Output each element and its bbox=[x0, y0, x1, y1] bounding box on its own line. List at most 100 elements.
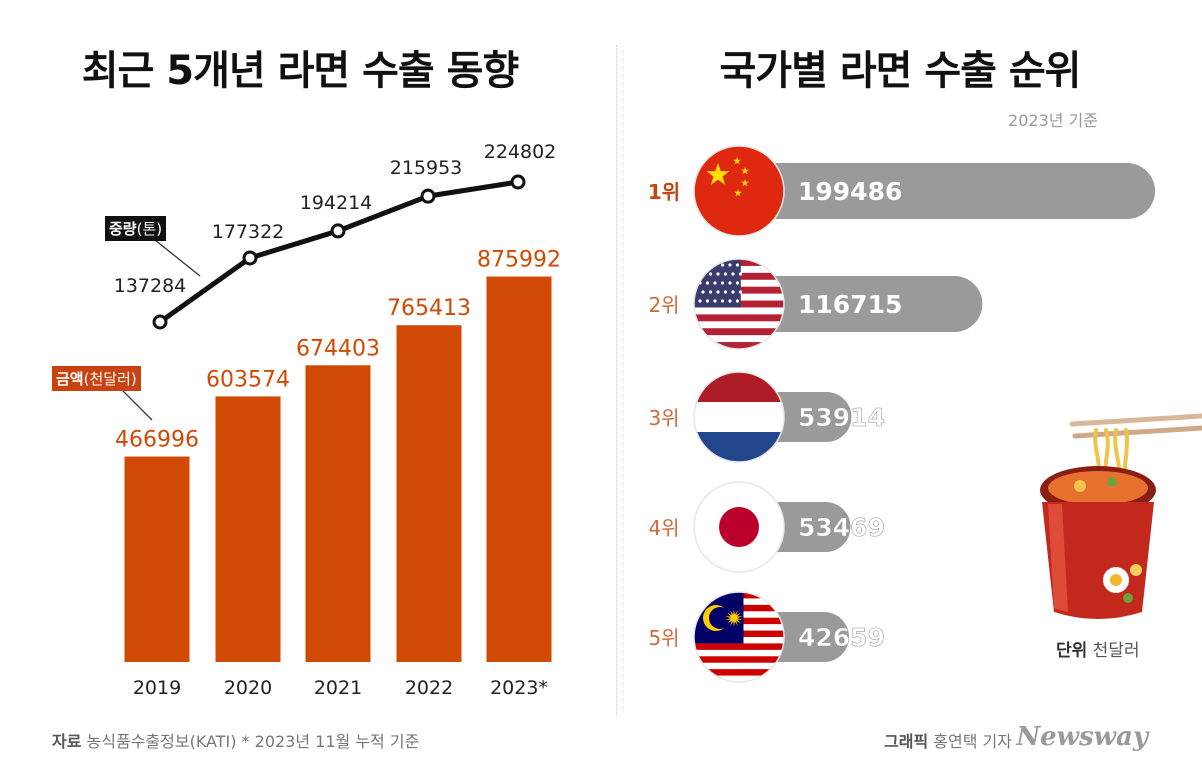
graphic-credit: 그래픽 홍연택 기자 bbox=[884, 732, 1012, 751]
flag-outline bbox=[693, 481, 785, 573]
amount-bar bbox=[396, 325, 462, 662]
china-flag-icon bbox=[694, 146, 784, 236]
flag-stripe bbox=[694, 402, 784, 432]
flag-stripe bbox=[694, 314, 784, 322]
weight-point bbox=[420, 188, 436, 204]
ranking-pill bbox=[739, 276, 983, 332]
right-chart-title: 국가별 라면 수출 순위 bbox=[719, 48, 1082, 94]
flag-star bbox=[731, 272, 735, 276]
rank-label: 5위 bbox=[648, 626, 679, 650]
flag-star bbox=[725, 609, 743, 627]
amount-value-label: 875992 bbox=[477, 248, 561, 273]
unit-note: 단위 천달러 bbox=[1056, 641, 1140, 661]
usa-flag-icon bbox=[694, 259, 784, 349]
panel-divider bbox=[616, 45, 617, 715]
flag-star bbox=[705, 299, 710, 303]
flag-outline bbox=[693, 145, 785, 237]
flag-layer bbox=[693, 145, 785, 683]
flag-stripe bbox=[694, 662, 784, 670]
line-series-layer: 137284 177322 194214 215953 224802 bbox=[114, 141, 557, 421]
ranking-value-label: 42659 bbox=[798, 623, 885, 652]
weight-value-label: 215953 bbox=[390, 157, 463, 179]
rank-label: 4위 bbox=[648, 516, 679, 540]
flag-stripe bbox=[694, 675, 784, 682]
weight-point bbox=[152, 314, 168, 330]
rank-label: 1위 bbox=[648, 180, 680, 204]
flag-star bbox=[735, 281, 740, 285]
amount-bar bbox=[305, 365, 371, 662]
weight-point bbox=[510, 174, 526, 190]
flag-star bbox=[741, 167, 749, 175]
rank-label: 2위 bbox=[648, 293, 679, 317]
year-tick-label: 2022 bbox=[405, 677, 453, 699]
japan-flag-icon bbox=[694, 482, 784, 572]
flag-stripe bbox=[694, 643, 784, 651]
flag-star bbox=[720, 299, 725, 303]
ranking-value-label: 116715 bbox=[798, 290, 902, 319]
flag-outline bbox=[693, 591, 785, 683]
flag-star bbox=[738, 272, 743, 276]
flag-star bbox=[698, 299, 702, 303]
flag-star bbox=[735, 299, 740, 303]
weight-point bbox=[242, 250, 258, 266]
flag-stripe bbox=[694, 649, 784, 657]
flag-stripe bbox=[694, 656, 784, 664]
flag-star bbox=[716, 272, 720, 276]
flag-star bbox=[708, 272, 713, 276]
ranking-basis-note: 2023년 기준 bbox=[1008, 111, 1098, 130]
weight-legend-label: 중량(톤) bbox=[105, 216, 167, 241]
flag-outline bbox=[693, 258, 785, 350]
amount-bar bbox=[215, 396, 281, 662]
flag-stripe bbox=[694, 669, 784, 677]
flag-star bbox=[708, 290, 713, 294]
weight-point bbox=[330, 223, 346, 239]
flag-star bbox=[731, 290, 735, 294]
flag-star bbox=[738, 290, 743, 294]
flag-star bbox=[723, 290, 728, 294]
flag-star bbox=[733, 157, 741, 165]
source-note: 자료 농식품수출정보(KATI) * 2023년 11월 누적 기준 bbox=[52, 732, 420, 751]
amount-legend-label: 금액(천달러) bbox=[52, 366, 141, 391]
weight-value-label: 224802 bbox=[484, 141, 557, 163]
flag-stripe bbox=[694, 335, 784, 343]
flag-star bbox=[720, 281, 725, 285]
malaysia-flag-icon bbox=[694, 592, 784, 682]
rank-label: 3위 bbox=[648, 406, 679, 430]
flag-crescent-cut bbox=[709, 607, 731, 629]
flag-star bbox=[705, 263, 710, 267]
flag-stripe bbox=[694, 307, 784, 315]
flag-star bbox=[723, 272, 728, 276]
amount-value-label: 765413 bbox=[387, 296, 471, 321]
flag-outline bbox=[693, 371, 785, 463]
ramen-cup-icon bbox=[1040, 413, 1202, 619]
flag-star bbox=[728, 263, 732, 267]
flag-star bbox=[698, 263, 702, 267]
flag-stripe bbox=[694, 372, 784, 402]
flag-star bbox=[705, 281, 710, 285]
flag-star bbox=[713, 299, 717, 303]
brand-logo: Newsway bbox=[1016, 722, 1148, 752]
flag-star bbox=[716, 290, 720, 294]
flag-stripe bbox=[694, 432, 784, 462]
flag-star bbox=[720, 263, 725, 267]
bar-series-layer: 466996 2019 603574 2020 674403 2021 765413 2022… bbox=[115, 248, 561, 699]
ranking-value-label: 199486 bbox=[798, 177, 902, 206]
left-chart-title: 최근 5개년 라면 수출 동향 bbox=[81, 48, 520, 94]
amount-value-label: 674403 bbox=[296, 336, 380, 361]
flag-star bbox=[713, 281, 717, 285]
amount-leader-line bbox=[117, 385, 153, 421]
amount-value-label: 603574 bbox=[206, 367, 290, 392]
flag-star bbox=[701, 290, 705, 294]
ranking-pill bbox=[739, 163, 1155, 219]
flag-star bbox=[741, 179, 749, 187]
flag-star bbox=[706, 163, 730, 185]
flag-star bbox=[734, 189, 742, 197]
flag-sun bbox=[719, 507, 759, 547]
ranking-value-label: 53469 bbox=[798, 513, 885, 542]
year-tick-label: 2020 bbox=[224, 677, 272, 699]
weight-value-label: 137284 bbox=[114, 275, 187, 297]
weight-value-label: 194214 bbox=[300, 192, 373, 214]
flag-stripe bbox=[694, 342, 784, 349]
flag-star bbox=[728, 299, 732, 303]
